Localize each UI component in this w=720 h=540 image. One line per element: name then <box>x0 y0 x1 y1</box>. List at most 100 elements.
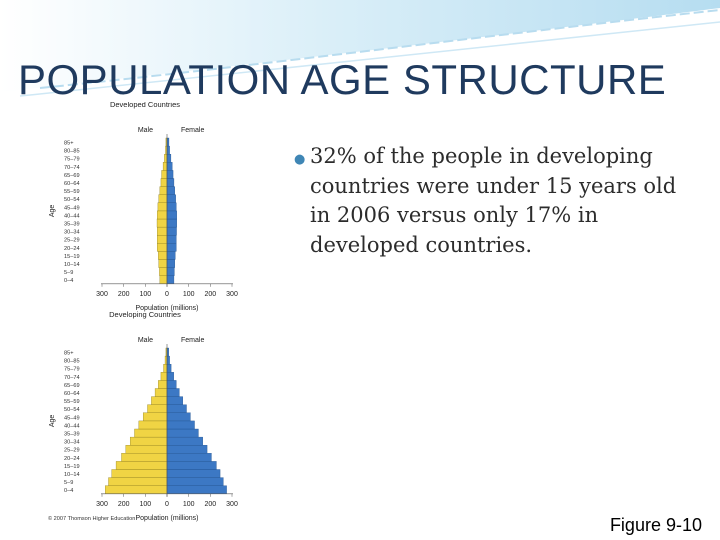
developing-bar-female-13 <box>166 380 177 389</box>
developed-bar-female-2 <box>166 259 175 268</box>
developing-x-tick-label: 300 <box>226 501 238 508</box>
developed-x-axis-label: Population (millions) <box>135 305 198 312</box>
developed-age-label: 15–19 <box>64 254 80 260</box>
developed-age-label: 60–64 <box>64 181 80 187</box>
developed-bar-male-4 <box>157 243 168 252</box>
developing-age-label: 5–9 <box>64 480 73 486</box>
developed-age-label: 55–59 <box>64 189 80 195</box>
developed-x-tick-label: 100 <box>139 291 151 298</box>
developing-age-label: 30–34 <box>64 440 80 446</box>
developed-x-tick-label: 100 <box>183 291 195 298</box>
developing-bar-female-16 <box>166 355 170 365</box>
developing-age-label: 60–64 <box>64 391 80 397</box>
developed-bar-male-14 <box>162 162 168 171</box>
population-pyramid-charts: Developed Countries Male Female 0–4 5–9 10–14… <box>48 102 238 522</box>
developing-bar-male-8 <box>138 420 168 430</box>
developing-y-axis-label: Age <box>49 415 56 428</box>
developed-bar-female-10 <box>166 194 176 203</box>
developing-age-label: 40–44 <box>64 423 80 429</box>
slide-title: POPULATION AGE STRUCTURE <box>18 56 667 103</box>
developing-bar-female-9 <box>166 412 191 422</box>
developed-bar-female-8 <box>166 210 177 220</box>
developed-bar-male-11 <box>159 186 168 195</box>
bullet-icon: ● <box>294 152 306 167</box>
developing-legend-female: Female <box>181 337 204 344</box>
header-wave-decoration <box>0 0 720 97</box>
developing-x-tick-label: 100 <box>139 501 151 508</box>
developed-age-label: 10–14 <box>64 262 80 268</box>
developing-age-label: 55–59 <box>64 399 80 405</box>
developed-bar-female-1 <box>166 267 175 276</box>
developed-bar-male-9 <box>157 202 168 212</box>
bullet-text: 32% of the people in developing countrie… <box>310 144 677 257</box>
developing-bar-female-6 <box>166 436 203 446</box>
developed-bar-female-4 <box>166 243 177 252</box>
developed-bar-male-10 <box>158 194 168 203</box>
developing-x-tick-label: 0 <box>165 501 169 508</box>
developing-bar-female-14 <box>166 372 174 381</box>
developing-age-label: 65–69 <box>64 383 80 389</box>
developed-bar-male-1 <box>159 267 168 276</box>
figure-credit: © 2007 Thomson Higher Education <box>48 515 135 522</box>
developing-bar-male-1 <box>108 477 168 486</box>
population-pyramid-figure: Developed Countries Male Female 0–4 5–9 10–14… <box>46 102 242 524</box>
developing-bar-female-2 <box>166 469 221 478</box>
developing-chart-title: Developing Countries <box>109 310 181 319</box>
developed-bar-female-16 <box>166 145 170 155</box>
developed-bar-male-3 <box>158 251 168 260</box>
developed-age-label: 5–9 <box>64 270 73 276</box>
developed-x-tick-label: 0 <box>165 291 169 298</box>
developing-bar-male-0 <box>105 485 168 494</box>
developed-bar-male-5 <box>157 235 168 244</box>
developed-bar-female-12 <box>166 178 175 187</box>
developing-x-tick-label: 100 <box>183 501 195 508</box>
developed-chart-title: Developed Countries <box>110 102 180 109</box>
developed-x-tick-label: 200 <box>204 291 216 298</box>
developed-bar-male-15 <box>164 154 168 163</box>
developed-bar-female-5 <box>166 235 177 244</box>
developed-age-label: 70–74 <box>64 165 80 171</box>
developing-bar-male-11 <box>151 396 168 405</box>
developed-age-label: 65–69 <box>64 173 80 179</box>
developed-age-label: 35–39 <box>64 222 80 228</box>
developing-age-label: 25–29 <box>64 448 80 454</box>
developing-bar-male-2 <box>111 469 168 478</box>
developed-bar-female-11 <box>166 186 175 195</box>
developing-bar-male-15 <box>163 364 168 373</box>
developed-bar-male-2 <box>158 259 168 268</box>
developed-age-label: 80–85 <box>64 149 80 155</box>
developing-bar-male-13 <box>158 380 168 389</box>
developed-bar-male-7 <box>156 218 168 228</box>
developing-x-axis-label: Population (millions) <box>135 515 198 522</box>
developing-legend-male: Male <box>138 337 153 344</box>
developing-age-label: 10–14 <box>64 472 80 478</box>
developing-bar-female-11 <box>166 396 183 405</box>
bullet-item: ● 32% of the people in developing countr… <box>294 142 694 260</box>
developed-age-label: 25–29 <box>64 238 80 244</box>
developed-age-label: 75–79 <box>64 157 80 163</box>
developed-age-label: 45–49 <box>64 205 80 211</box>
developing-age-label: 35–39 <box>64 432 80 438</box>
developed-legend-male: Male <box>138 127 153 134</box>
developing-age-label: 20–24 <box>64 456 80 462</box>
developing-bar-female-5 <box>166 445 208 454</box>
developing-age-label: 75–79 <box>64 367 80 373</box>
developing-bar-male-10 <box>147 404 168 413</box>
developed-bar-male-13 <box>161 170 168 179</box>
developed-x-tick-label: 300 <box>226 291 238 298</box>
developing-age-label: 85+ <box>64 351 74 357</box>
developing-age-label: 50–54 <box>64 407 80 413</box>
developed-bar-female-14 <box>166 162 173 171</box>
developed-x-tick-label: 200 <box>118 291 130 298</box>
figure-caption: Figure 9-10 <box>609 515 702 535</box>
developed-age-label: 0–4 <box>64 278 73 284</box>
developing-bar-male-6 <box>129 436 168 446</box>
developed-y-axis-label: Age <box>49 205 56 218</box>
developing-bar-female-0 <box>166 485 227 494</box>
developing-x-tick-label: 300 <box>96 501 108 508</box>
developed-bar-female-15 <box>166 154 172 163</box>
developed-bar-female-7 <box>166 218 177 228</box>
developed-bar-female-13 <box>166 170 174 179</box>
developing-bar-female-15 <box>166 364 172 373</box>
developed-bar-female-9 <box>166 202 177 212</box>
